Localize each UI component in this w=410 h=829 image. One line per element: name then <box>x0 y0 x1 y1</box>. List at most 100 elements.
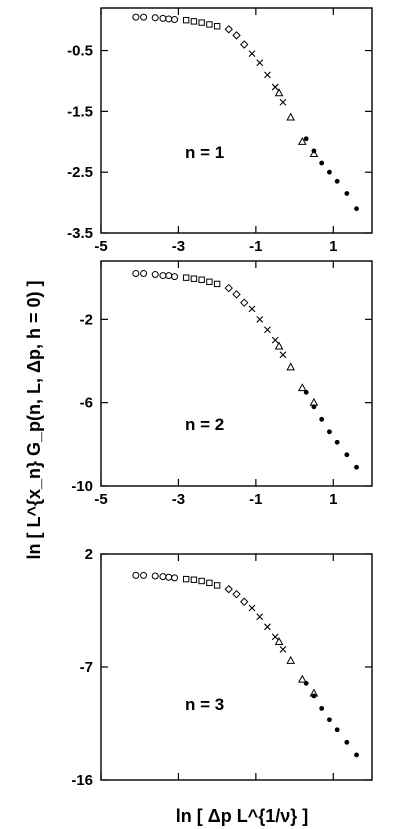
data-point-dot <box>303 136 309 142</box>
data-point-x <box>271 83 279 91</box>
data-point-triangle <box>297 383 307 392</box>
data-point-x <box>248 305 256 313</box>
data-point-dot <box>303 680 309 686</box>
data-point-square <box>213 23 221 30</box>
data-point-x <box>279 351 287 359</box>
data-point-square <box>198 19 205 26</box>
y-tick-label: -6 <box>80 395 93 412</box>
data-point-square <box>206 579 213 587</box>
data-point-diamond <box>232 589 241 599</box>
data-point-diamond <box>232 31 241 40</box>
data-point-square <box>182 16 190 24</box>
data-point-x <box>256 613 264 621</box>
y-tick-label: -2 <box>80 311 93 328</box>
data-point-diamond <box>224 584 233 594</box>
data-point-triangle <box>274 88 284 97</box>
data-point-dot <box>319 160 325 166</box>
data-point-square <box>206 21 213 28</box>
data-point-circle <box>171 16 179 24</box>
data-point-dot <box>354 752 359 758</box>
data-point-dot <box>327 169 332 175</box>
data-point-dot <box>354 464 359 470</box>
data-point-triangle <box>286 112 296 121</box>
data-point-circle <box>171 574 179 582</box>
panel-n2: -5 -3 -1 1 -2 -6 -10 n = 2 <box>71 260 373 508</box>
x-tick-label: -1 <box>249 238 262 255</box>
data-point-circle <box>165 15 173 23</box>
panel-n1: -5 -3 -1 1 -0.5 -1.5 -2.5 -3.5 n = 1 <box>67 7 373 255</box>
data-point-x <box>264 71 271 79</box>
data-point-dot <box>303 389 309 395</box>
data-point-dot <box>354 206 359 212</box>
data-point-dot <box>327 717 332 723</box>
data-point-square <box>190 576 198 583</box>
data-point-diamond <box>240 40 249 49</box>
data-point-dot <box>327 429 332 435</box>
data-point-circle <box>165 272 173 280</box>
data-point-circle <box>151 271 159 279</box>
y-tick-label: -2.5 <box>67 164 93 181</box>
x-tick-label: -5 <box>94 491 107 508</box>
y-tick-label: 2 <box>85 546 93 563</box>
data-point-square <box>206 278 213 286</box>
data-point-triangle <box>274 341 284 350</box>
data-point-circle <box>132 571 140 579</box>
data-point-x <box>248 604 256 612</box>
data-point-triangle <box>309 397 319 406</box>
x-axis-title: ln [ Δp L^{1/ν} ] <box>176 806 308 826</box>
data-point-dot <box>311 404 317 410</box>
data-point-square <box>182 575 190 583</box>
data-point-circle <box>132 13 140 21</box>
data-point-circle <box>165 573 173 581</box>
data-point-diamond <box>240 298 249 307</box>
panel-label: n = 3 <box>185 695 224 714</box>
y-axis-title: ln [ L^{x_n} G_p(n, L, Δp, h = 0) ] <box>24 281 44 560</box>
x-tick-label: -3 <box>172 491 185 508</box>
x-tick-label: -3 <box>172 238 185 255</box>
plot-frame <box>100 260 373 487</box>
x-tick-label: 1 <box>329 491 337 508</box>
x-tick-label: -5 <box>94 238 107 255</box>
data-point-dot <box>334 178 340 184</box>
data-point-x <box>279 646 287 653</box>
data-point-square <box>198 276 205 283</box>
panel-n3: 2 -7 -16 n = 3 <box>71 546 373 789</box>
y-tick-label: -10 <box>71 478 93 495</box>
y-tick-label: -7 <box>80 659 93 676</box>
data-point-x <box>264 326 271 334</box>
panels: -5 -3 -1 1-0.5-1.5-2.5-3.5n = 1-5 -3 -1 1-2-6-… <box>67 7 373 789</box>
plot-frame <box>100 7 373 234</box>
data-point-dot <box>344 452 350 458</box>
data-point-dot <box>344 739 350 745</box>
data-point-dot <box>311 148 317 154</box>
data-point-circle <box>140 571 148 579</box>
data-point-triangle <box>274 637 284 645</box>
data-point-circle <box>151 14 159 22</box>
data-point-diamond <box>232 290 241 299</box>
data-point-x <box>279 98 287 106</box>
data-point-triangle <box>297 674 307 683</box>
data-point-triangle <box>286 362 296 371</box>
data-point-square <box>213 582 221 589</box>
data-point-dot <box>344 191 350 196</box>
data-point-circle <box>159 14 167 22</box>
data-point-triangle <box>309 149 319 158</box>
data-point-circle <box>132 270 140 277</box>
y-tick-label: -0.5 <box>67 43 93 60</box>
data-point-square <box>182 274 190 281</box>
x-tick-label: 1 <box>329 238 337 255</box>
panel-label: n = 2 <box>185 415 224 434</box>
data-point-dot <box>319 706 325 711</box>
y-tick-label: -1.5 <box>67 103 93 120</box>
data-point-circle <box>140 270 148 277</box>
data-point-x <box>256 59 264 67</box>
data-point-circle <box>151 572 159 580</box>
data-point-diamond <box>224 283 233 293</box>
data-point-diamond <box>224 25 233 34</box>
data-point-circle <box>159 272 167 280</box>
data-point-circle <box>140 13 148 21</box>
data-point-circle <box>171 273 179 281</box>
y-tick-label: -16 <box>71 772 93 789</box>
data-point-square <box>190 275 198 282</box>
data-point-dot <box>319 416 325 422</box>
